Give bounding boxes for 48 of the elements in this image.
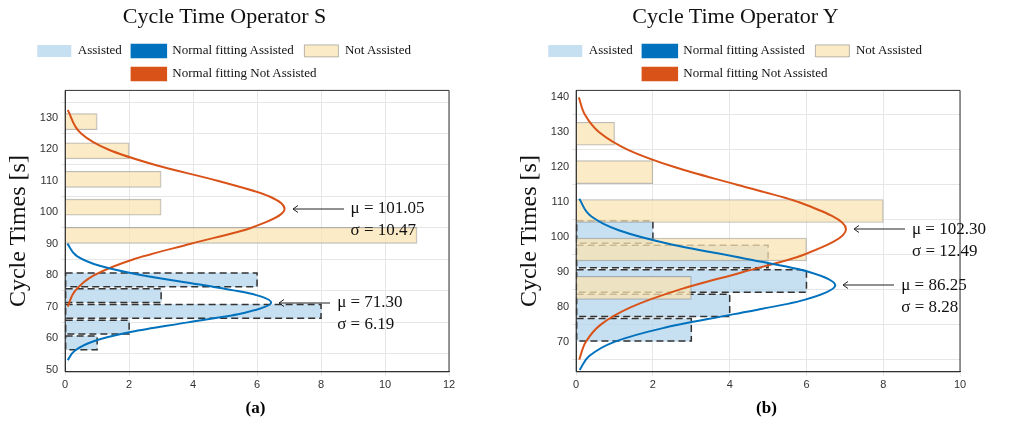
y-tick-label: 70 xyxy=(45,299,59,312)
text: (b) xyxy=(755,398,778,418)
y-tick-label: 90 xyxy=(45,236,59,249)
y-tick-label: 110 xyxy=(40,173,59,186)
text: (a) xyxy=(244,398,267,418)
x-tick-label: 2 xyxy=(649,378,656,391)
chart-title: Cycle Time Operator S xyxy=(122,2,327,28)
annotation: μ = 86.25 σ = 8.28 xyxy=(901,274,967,316)
legend-label: Assisted xyxy=(588,42,634,58)
y-tick-label: 100 xyxy=(550,230,570,243)
x-tick-label: 0 xyxy=(62,378,69,391)
chart-title: Cycle Time Operator Y xyxy=(632,2,839,28)
y-tick-label: 120 xyxy=(39,142,59,155)
legend-label: Normal fitting Assisted xyxy=(172,42,295,58)
y-axis-title: Cycle Times [s] xyxy=(514,155,541,308)
annotation: μ = 102.30 σ = 12.49 xyxy=(912,218,986,260)
y-tick-label: 80 xyxy=(45,268,59,281)
y-axis-title: Cycle Times [s] xyxy=(3,155,30,308)
y-tick-label: 110 xyxy=(551,195,570,208)
legend-label: Normal fitting Assisted xyxy=(683,42,806,58)
x-tick-label: 10 xyxy=(378,378,392,391)
x-tick-label: 4 xyxy=(726,378,733,391)
legend-label: Not Assisted xyxy=(855,42,923,58)
y-tick-label: 140 xyxy=(550,90,570,103)
x-tick-label: 12 xyxy=(442,378,456,391)
x-tick-label: 8 xyxy=(880,378,887,391)
y-tick-label: 50 xyxy=(45,362,59,375)
x-tick-label: 6 xyxy=(803,378,810,391)
x-tick-label: 2 xyxy=(126,378,133,391)
annotation: μ = 71.30 σ = 6.19 xyxy=(337,292,403,334)
x-tick-label: 4 xyxy=(190,378,197,391)
x-tick-label: 0 xyxy=(573,378,580,391)
y-tick-label: 90 xyxy=(556,265,570,278)
y-tick-label: 120 xyxy=(550,160,570,173)
x-tick-label: 6 xyxy=(254,378,261,391)
y-tick-label: 80 xyxy=(556,300,570,313)
y-tick-label: 130 xyxy=(550,125,570,138)
legend-label: Not Assisted xyxy=(344,42,412,58)
x-tick-label: 8 xyxy=(317,378,325,391)
y-tick-label: 130 xyxy=(39,110,59,123)
y-tick-label: 100 xyxy=(39,205,59,218)
annotation: μ = 101.05 σ = 10.47 xyxy=(350,198,425,240)
legend-label: Assisted xyxy=(77,42,123,58)
legend-label: Normal fitting Not Assisted xyxy=(683,65,828,81)
legend-label: Normal fitting Not Assisted xyxy=(172,65,317,81)
x-tick-label: 10 xyxy=(953,378,967,391)
y-tick-label: 60 xyxy=(45,331,59,344)
y-tick-label: 70 xyxy=(556,335,570,348)
